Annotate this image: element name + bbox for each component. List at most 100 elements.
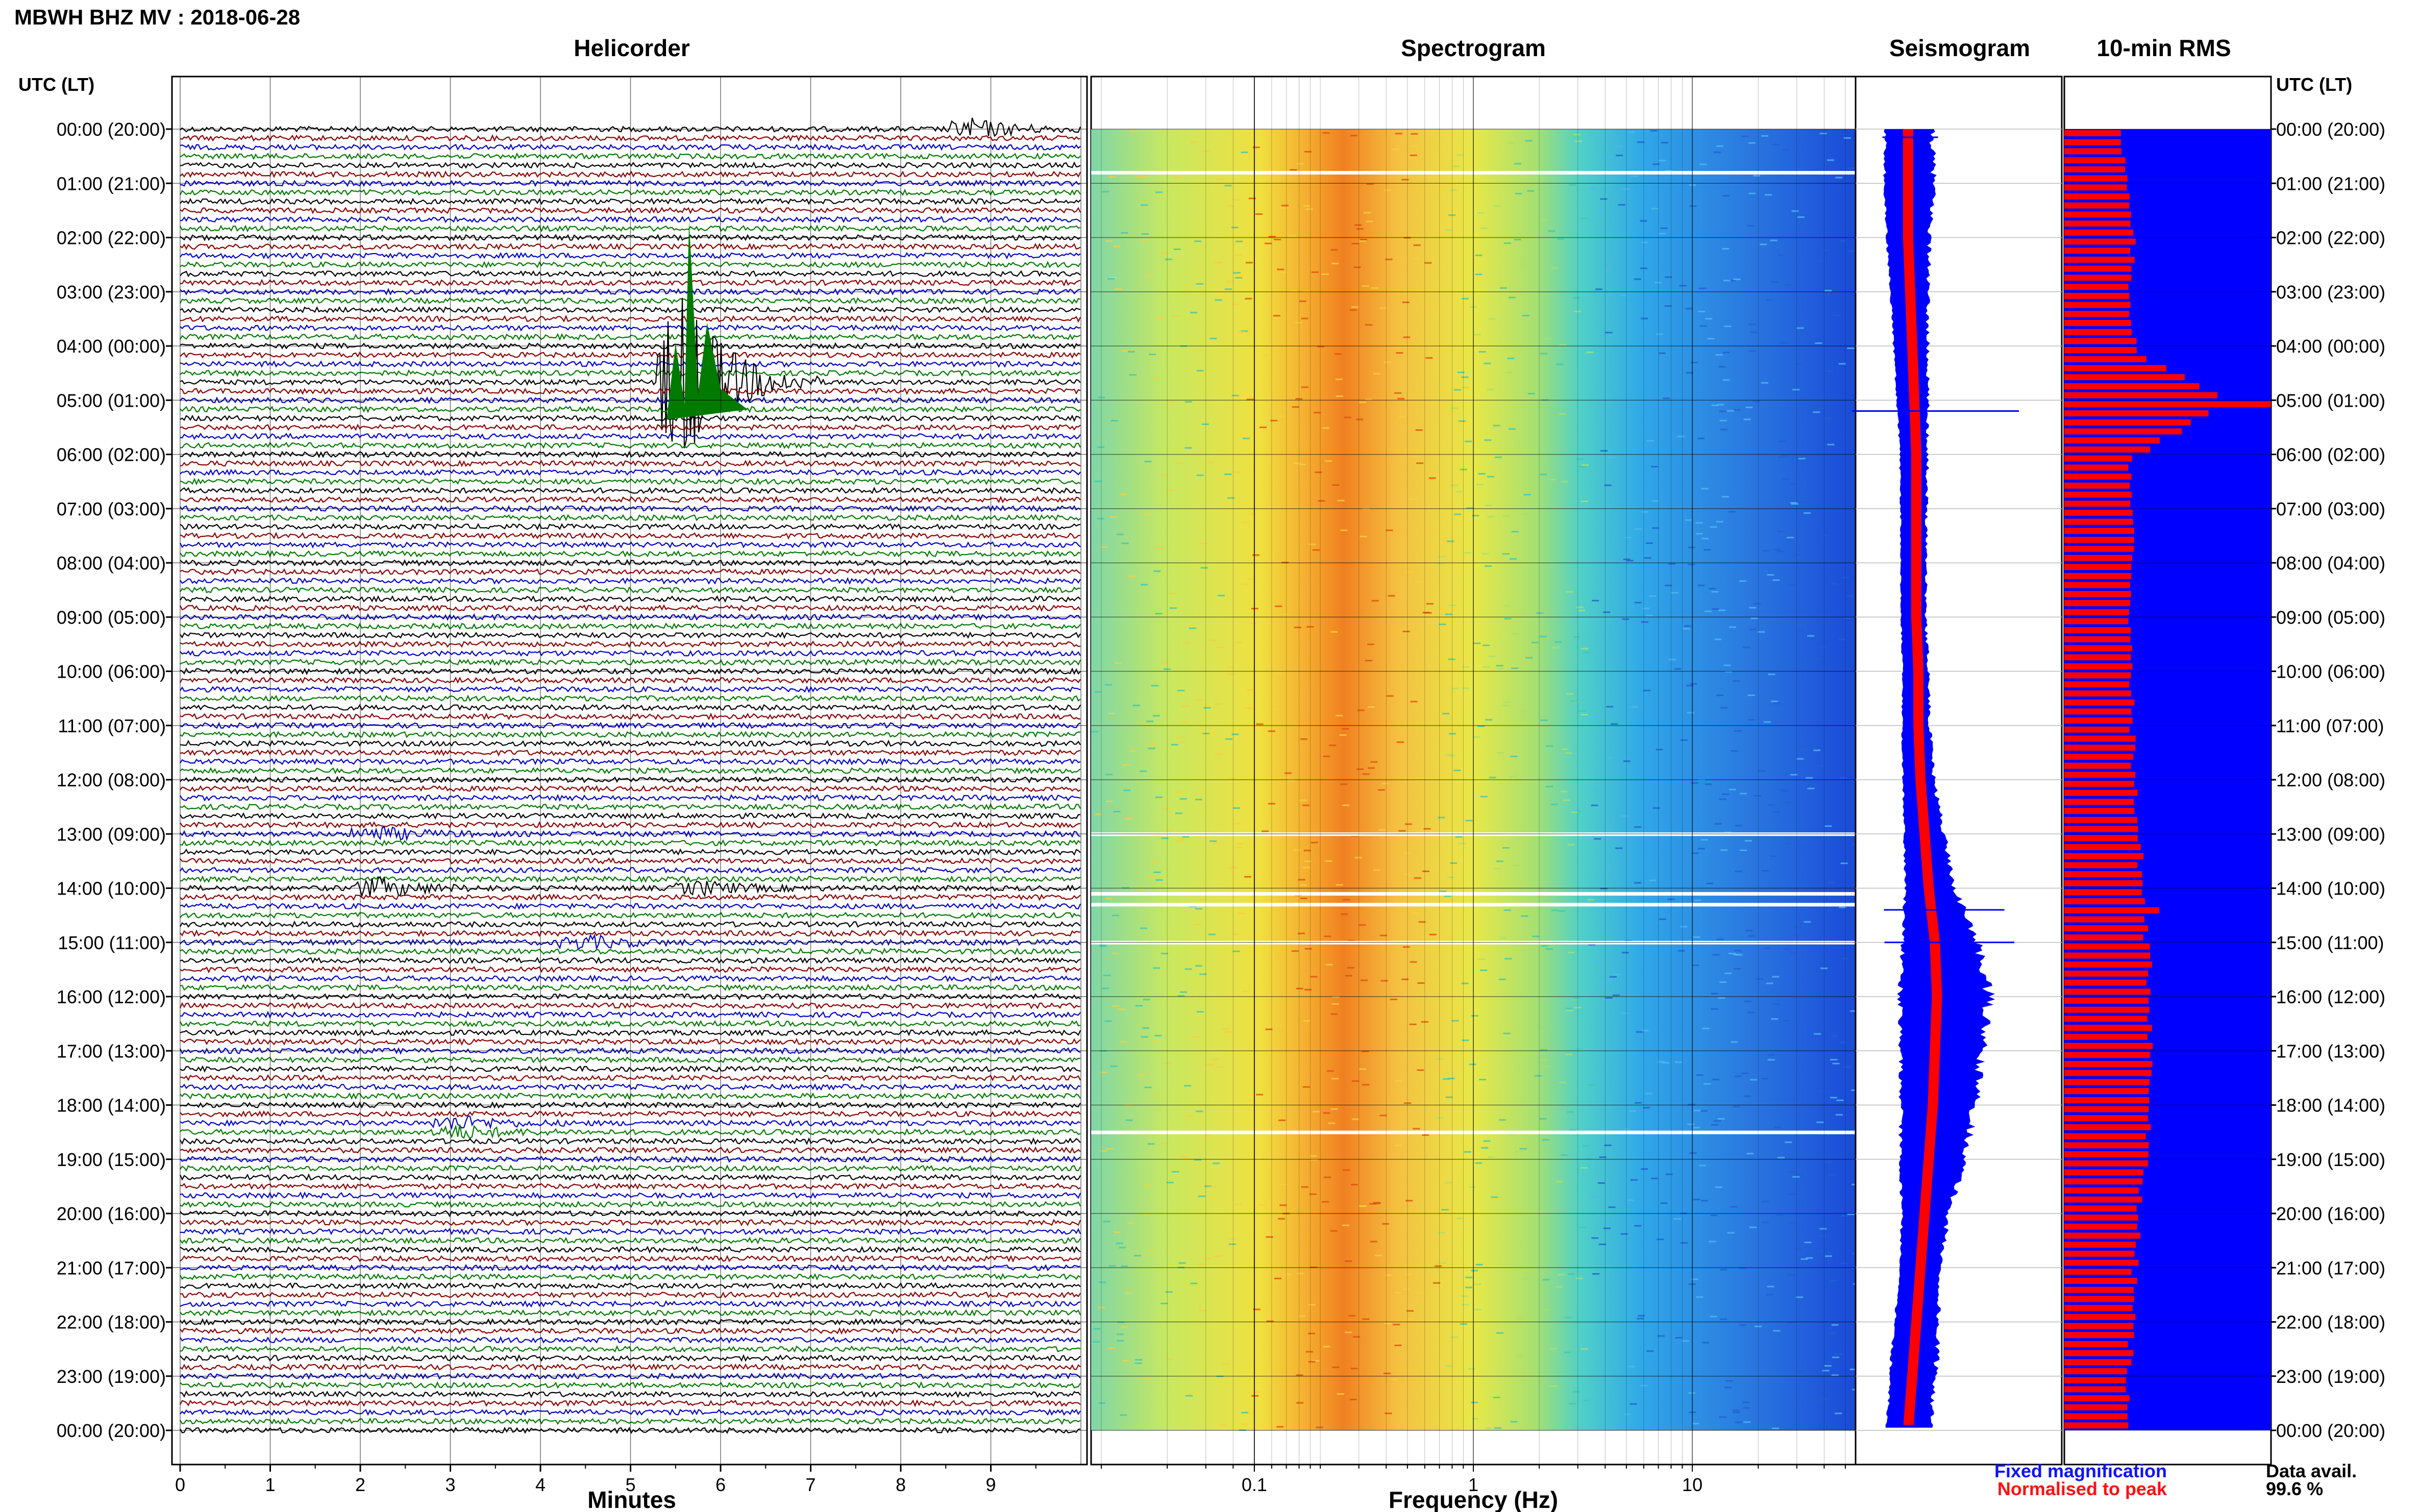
spectrogram-speckle <box>1402 631 1410 632</box>
spectrogram-speckle <box>1611 723 1618 725</box>
spectrogram-speckle <box>1266 1236 1273 1238</box>
spectrogram-speckle <box>1347 967 1354 969</box>
spectrogram-speckle <box>1315 472 1322 473</box>
spectrogram-speckle <box>1717 404 1724 406</box>
spectrogram-speckle <box>1773 549 1781 551</box>
spectrogram-speckle <box>1212 1162 1220 1164</box>
spectrogram-speckle <box>1734 730 1742 732</box>
spectrogram-speckle <box>1720 1269 1727 1271</box>
spectrogram-speckle <box>1562 799 1570 801</box>
spectrogram-speckle <box>1754 795 1762 797</box>
spectrogram-speckle <box>1820 535 1828 537</box>
spectrogram-speckle <box>1401 179 1409 181</box>
spectrogram-speckle <box>1495 456 1502 458</box>
spectrogram-speckle <box>1669 659 1676 661</box>
utc-time-label-right: 09:00 (05:00) <box>2276 607 2385 628</box>
spectrogram-speckle <box>1247 578 1254 580</box>
spectrogram-speckle <box>1292 406 1299 408</box>
spectrogram-speckle <box>1835 1353 1842 1355</box>
spectrogram-speckle <box>1778 254 1785 256</box>
spectrogram-speckle <box>1340 529 1348 531</box>
utc-time-label-right: 11:00 (07:00) <box>2276 715 2384 736</box>
spectrogram-speckle <box>1702 1342 1710 1344</box>
spectrogram-speckle <box>1255 213 1263 215</box>
utc-time-label-right: 08:00 (04:00) <box>2276 553 2385 574</box>
spectrogram-speckle <box>1502 847 1510 849</box>
spectrogram-speckle <box>1540 719 1548 721</box>
spectrogram-speckle <box>1241 330 1248 332</box>
spectrogram-speckle <box>1455 491 1463 493</box>
spectrogram-speckle <box>1839 638 1846 640</box>
spectrogram-speckle <box>1605 939 1612 941</box>
spectrogram-speckle <box>1806 1257 1813 1259</box>
spectrogram-speckle <box>1531 279 1538 281</box>
spectrogram-speckle <box>1813 749 1821 751</box>
spectrogram-speckle <box>1600 450 1608 452</box>
spectrogram-speckle <box>1226 281 1234 283</box>
spectrogram-speckle <box>1784 842 1792 845</box>
spectrogram-speckle <box>1680 926 1688 928</box>
spectrogram-speckle <box>1345 975 1352 977</box>
rms-bar <box>2064 970 2149 977</box>
spectrogram-speckle <box>1234 1203 1242 1205</box>
spectrogram-speckle <box>1450 862 1458 864</box>
rms-bar <box>2064 618 2129 625</box>
spectrogram-speckle <box>1153 1095 1161 1097</box>
spectrogram-speckle <box>1361 979 1368 981</box>
spectrogram-speckle <box>1605 997 1613 999</box>
rms-bar <box>2064 202 2130 209</box>
rms-bar <box>2064 636 2131 642</box>
spectrogram-speckle <box>1629 1110 1636 1112</box>
rms-bar <box>2064 835 2138 841</box>
spectrogram-speckle <box>1704 1083 1711 1085</box>
utc-time-label-left: 08:00 (04:00) <box>57 553 166 574</box>
spectrogram-speckle <box>1689 1152 1697 1154</box>
spectrogram-speckle <box>1564 1351 1571 1353</box>
spectrogram-speckle <box>1190 1282 1198 1284</box>
spectrogram-speckle <box>1448 214 1455 216</box>
spectrogram-speckle <box>1367 706 1375 708</box>
spectrogram-speckle <box>1756 978 1764 980</box>
spectrogram-speckle <box>1415 429 1423 431</box>
spectrogram-speckle <box>1818 260 1826 262</box>
spectrogram-speckle <box>1651 500 1659 502</box>
spectrogram-speckle <box>1691 361 1698 363</box>
spectrogram-speckle <box>1357 709 1365 711</box>
spectrogram-speckle <box>1196 1011 1204 1013</box>
rms-bar <box>2064 428 2182 435</box>
spectrogram-speckle <box>1103 975 1111 976</box>
spectrogram-speckle <box>1140 770 1147 772</box>
spectrogram-speckle <box>1691 852 1699 854</box>
spectrogram-speckle <box>1409 1023 1417 1025</box>
spectrogram-speckle <box>1110 1065 1118 1067</box>
spectrogram-speckle <box>1231 733 1239 735</box>
utc-time-label-left: 21:00 (17:00) <box>57 1257 166 1278</box>
spectrogram-speckle <box>1598 1343 1606 1345</box>
spectrogram-speckle <box>1540 474 1547 476</box>
spectrogram-speckle <box>1783 948 1791 950</box>
spectrogram-speckle <box>1820 938 1828 940</box>
spectrogram-speckle <box>1747 1011 1755 1013</box>
spectrogram-speckle <box>1274 672 1282 674</box>
spectrogram-speckle <box>1623 558 1631 560</box>
spectrogram-speckle <box>1342 1224 1349 1226</box>
spectrogram-speckle <box>1748 142 1756 144</box>
spectrogram-speckle <box>1511 531 1519 533</box>
spectrogram-speckle <box>1148 748 1155 750</box>
rms-bar <box>2064 464 2129 471</box>
spectrogram-speckle <box>1422 1134 1429 1136</box>
spectrogram-speckle <box>1460 468 1467 470</box>
rms-bar <box>2064 518 2133 525</box>
spectrogram-speckle <box>1268 1309 1276 1311</box>
utc-time-label-left: 07:00 (03:00) <box>57 499 166 519</box>
spectrogram-speckle <box>1380 980 1388 982</box>
rms-bar <box>2064 1015 2148 1022</box>
spectrogram-speckle <box>1303 866 1310 869</box>
rms-bar <box>2064 762 2131 769</box>
spectrogram-speckle <box>1285 772 1292 774</box>
spectrogram-speckle <box>1350 1368 1358 1370</box>
spectrogram-speckle <box>1465 440 1472 442</box>
spectrogram-speckle <box>1298 1315 1306 1317</box>
spectrogram-speckle <box>1726 410 1734 412</box>
spectrogram-speckle <box>1830 1332 1837 1334</box>
